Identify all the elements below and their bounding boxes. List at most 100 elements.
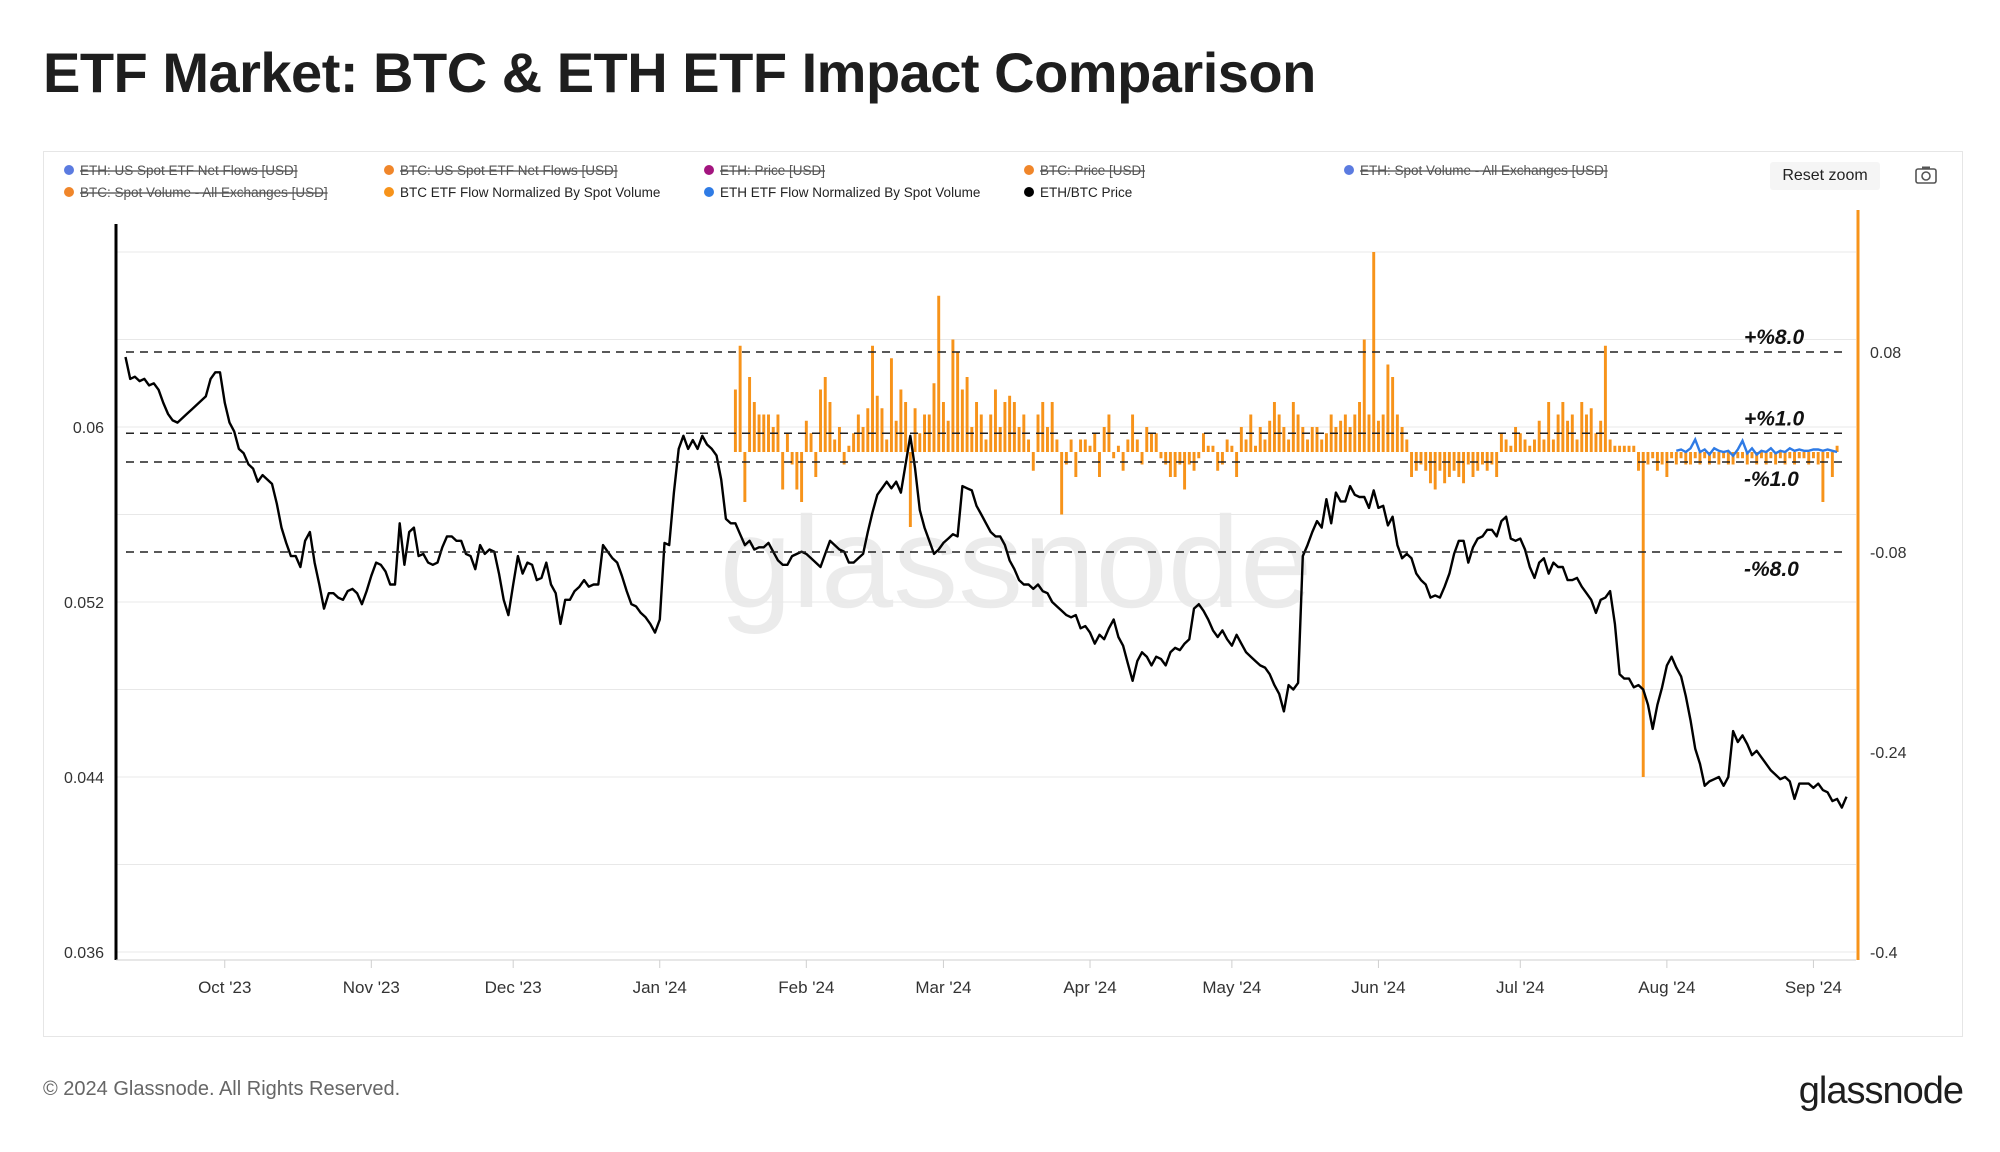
x-axis-tick-label: May '24 — [1202, 978, 1261, 997]
legend-label: BTC: US Spot ETF Net Flows [USD] — [400, 163, 618, 178]
btc-flow-bar — [1031, 452, 1035, 471]
btc-flow-bar — [1339, 420, 1343, 452]
btc-flow-bar — [1116, 445, 1120, 452]
reference-label: -%8.0 — [1744, 558, 1799, 581]
btc-flow-bar — [1154, 433, 1158, 452]
legend-item[interactable]: BTC: US Spot ETF Net Flows [USD] — [384, 163, 618, 178]
btc-flow-bar — [1211, 445, 1215, 452]
btc-flow-bar — [1050, 402, 1054, 452]
btc-flow-bar — [970, 427, 974, 452]
btc-flow-bar — [1830, 452, 1834, 477]
reference-label: -%1.0 — [1744, 468, 1799, 491]
btc-flow-bar — [1287, 439, 1291, 452]
btc-flow-bar — [1102, 427, 1106, 452]
chart-panel: glassnode +%8.0 +%1.0 -%1.0 -%8.0 0.06 0.052… — [43, 151, 1963, 1037]
btc-flow-bar — [1722, 452, 1726, 459]
btc-flow-bar — [1580, 402, 1584, 452]
btc-flow-bar — [1674, 452, 1678, 465]
btc-flow-bar — [956, 352, 960, 452]
btc-flow-bar — [828, 402, 832, 452]
legend-item[interactable]: ETH: Price [USD] — [704, 163, 825, 178]
btc-flow-bar — [1778, 452, 1782, 459]
legend-label: BTC: Price [USD] — [1040, 163, 1145, 178]
left-axis-tick-label: 0.044 — [64, 770, 104, 787]
btc-flow-bar — [1395, 414, 1399, 452]
legend-item[interactable]: BTC: Price [USD] — [1024, 163, 1145, 178]
btc-flow-bar — [1258, 427, 1262, 452]
eth-flow-series — [1675, 436, 1838, 458]
btc-flow-bar — [1060, 452, 1064, 515]
btc-flow-bar — [941, 402, 945, 452]
btc-flow-bar — [1807, 452, 1811, 465]
btc-flow-bar — [1291, 402, 1295, 452]
watermark-layer: glassnode — [720, 489, 1313, 635]
btc-flow-bar — [1537, 420, 1541, 452]
btc-flow-bar — [1783, 452, 1787, 465]
btc-flow-bar — [918, 433, 922, 452]
btc-flow-bar — [1712, 452, 1716, 459]
btc-flow-bar — [809, 433, 813, 452]
btc-flow-bar — [748, 377, 752, 452]
btc-flow-bar — [800, 452, 804, 502]
btc-flow-bar — [1178, 452, 1182, 465]
right-axis-tick-label: 0.08 — [1870, 345, 1901, 362]
btc-flow-bar — [1320, 439, 1324, 452]
btc-flow-bar — [984, 439, 988, 452]
btc-flow-bar — [1684, 452, 1688, 465]
btc-flow-bar — [894, 420, 898, 452]
btc-flow-bar — [951, 339, 955, 452]
btc-flow-bar — [1145, 427, 1149, 452]
btc-flow-bar — [1230, 445, 1234, 452]
btc-flow-bar — [1514, 427, 1518, 452]
btc-flow-bar — [1462, 452, 1466, 484]
btc-flow-bar — [1613, 445, 1617, 452]
btc-flow-bar — [1306, 439, 1309, 452]
legend-label: ETH: Spot Volume - All Exchanges [USD] — [1360, 163, 1608, 178]
btc-flow-bar — [1315, 427, 1319, 452]
btc-flow-bar — [1008, 395, 1012, 452]
btc-flow-bar — [804, 420, 808, 452]
btc-flow-bar — [1376, 420, 1380, 452]
legend-item[interactable]: BTC ETF Flow Normalized By Spot Volume — [384, 185, 660, 200]
btc-flow-bar — [1438, 452, 1442, 471]
btc-flow-bar — [1651, 452, 1655, 459]
btc-flow-bar — [866, 408, 870, 452]
btc-flow-bar — [1239, 427, 1243, 452]
btc-flow-bar — [1159, 452, 1163, 459]
btc-flow-bar — [1589, 408, 1593, 452]
legend-item[interactable]: ETH/BTC Price — [1024, 185, 1132, 200]
left-axis-tick-label: 0.06 — [73, 420, 104, 437]
legend-item[interactable]: ETH: US Spot ETF Net Flows [USD] — [64, 163, 298, 178]
legend-label: ETH: US Spot ETF Net Flows [USD] — [80, 163, 298, 178]
btc-flow-bar — [1603, 345, 1607, 452]
btc-flow-bar — [785, 433, 789, 452]
btc-flow-bar — [1528, 445, 1532, 452]
btc-flow-bar — [1187, 452, 1191, 465]
btc-flow-bar — [1324, 433, 1328, 452]
camera-icon[interactable] — [1913, 164, 1939, 186]
axes: 0.06 0.052 0.044 0.036 0.08 -0.08 -0.24 -0.4 Oct… — [64, 210, 1907, 997]
btc-flow-bar — [1079, 439, 1083, 452]
reset-zoom-button[interactable]: Reset zoom — [1770, 162, 1880, 190]
btc-flow-bar — [1811, 452, 1815, 459]
btc-flow-bar — [1665, 452, 1669, 477]
legend-label: ETH/BTC Price — [1040, 185, 1132, 200]
btc-flow-bar — [880, 408, 884, 452]
btc-flow-bar — [1400, 427, 1404, 452]
btc-flow-bar — [1391, 377, 1395, 452]
legend-item[interactable]: BTC: Spot Volume - All Exchanges [USD] — [64, 185, 328, 200]
legend-item[interactable]: ETH: Spot Volume - All Exchanges [USD] — [1344, 163, 1608, 178]
x-axis-tick-label: Jan '24 — [633, 978, 687, 997]
btc-flow-bar — [1499, 433, 1503, 452]
btc-flow-bar — [767, 414, 770, 452]
btc-flow-bar — [1599, 420, 1603, 452]
btc-flow-bar — [1835, 445, 1839, 452]
btc-flow-bar — [738, 345, 742, 452]
x-axis-tick-label: Nov '23 — [343, 978, 400, 997]
chart-canvas[interactable]: glassnode +%8.0 +%1.0 -%1.0 -%8.0 0.06 0.052… — [44, 152, 1962, 1036]
legend-item[interactable]: ETH ETF Flow Normalized By Spot Volume — [704, 185, 980, 200]
btc-flow-bar — [1452, 452, 1456, 471]
watermark-text: glassnode — [720, 489, 1313, 635]
btc-flow-bar — [1410, 452, 1414, 477]
btc-flow-bar — [1173, 452, 1177, 477]
